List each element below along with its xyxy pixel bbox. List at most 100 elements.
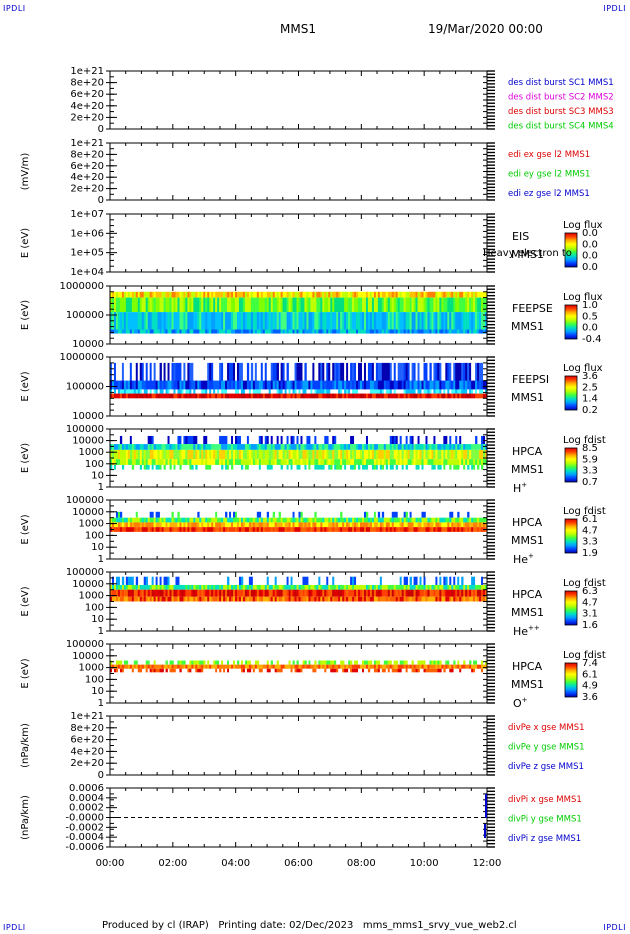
spectrogram-cell [219,435,222,445]
spectrogram-cell [133,596,137,602]
spectrogram-cell [336,660,339,665]
spectrogram-cell [288,297,291,313]
spectrogram-cell [121,664,125,669]
spectrogram-cell [344,380,347,390]
spectrogram-cell [123,596,127,602]
spectrogram-cell [268,660,272,665]
spectrogram-cell [441,435,444,445]
spectrogram-cell [153,329,156,334]
spectrogram-cell [223,522,226,528]
spectrogram-cell [110,596,113,602]
spectrogram-cell [427,389,430,394]
spectrogram-cell [219,584,222,590]
spectrogram-cell [282,291,285,298]
spectrogram-cell [445,362,448,384]
spectrogram-cell [244,464,248,470]
spectrogram-cell [282,596,285,602]
spectrogram-cell [236,660,240,665]
spectrogram-cell [322,459,325,465]
spectrogram-cell [377,389,381,394]
spectrogram-cell [258,393,262,399]
spectrogram-cell [385,517,389,523]
spectrogram-cell [411,596,414,602]
spectrogram-cell [391,312,395,330]
spectrogram-cell [320,444,323,450]
spectrogram-cell [417,329,420,334]
spectrogram-cell [475,393,478,399]
spectrogram-cell [141,380,145,390]
spectrogram-cell [260,312,264,330]
spectrogram-cell [316,444,319,450]
spectrogram-cell [435,527,438,532]
spectrogram-cell [324,449,327,460]
spectrogram-cell [191,380,194,390]
spectrogram-cell [137,527,141,532]
spectrogram-cell [320,459,323,465]
spectrogram-cell [197,449,200,460]
spectrogram-cell [201,589,204,597]
spectrogram-cell [213,517,216,523]
spectrogram-cell [375,444,379,450]
spectrogram-cell [165,589,168,597]
spectrogram-cell [479,584,482,590]
spectrogram-cell [272,329,275,334]
y-tick-label: 6e+20 [70,161,104,172]
spectrogram-cell [135,435,139,445]
spectrogram-cell [354,596,357,602]
spectrogram-cell [453,584,456,590]
spectrogram-cell [429,312,432,330]
spectrogram-cell [479,380,482,390]
spectrogram-cell [181,664,184,669]
spectrogram-cell [270,664,273,669]
spectrogram-cell [485,291,488,298]
spectrogram-cell [385,393,389,399]
spectrogram-cell [340,660,343,665]
spectrogram-cell [113,393,117,399]
spectrogram-cell [286,362,289,384]
spectrogram-cell [371,459,375,465]
spectrogram-cell [338,312,341,330]
spectrogram-cell [223,517,226,523]
spectrogram-cell [405,464,408,470]
spectrogram-cell [296,389,299,394]
spectrogram-cell [397,362,400,384]
spectrogram-cell [360,380,363,390]
spectrogram-cell [133,584,137,590]
spectrogram-cell [441,312,444,330]
spectrogram-cell [354,393,357,399]
spectrogram-cell [409,660,412,665]
spectrogram-cell [173,522,176,528]
spectrogram-cell [459,380,462,390]
spectrogram-cell [149,584,152,590]
spectrogram-cell [443,435,446,445]
spectrogram-cell [399,527,402,532]
spectrogram-cell [365,660,369,665]
spectrogram-cell [215,380,218,390]
spectrogram-cell [201,522,204,528]
spectrogram-cell [467,459,470,465]
spectrogram-cell [312,589,315,597]
spectrogram-cell [201,459,204,465]
spectrogram-cell [254,435,258,445]
spectrogram-cell [113,389,117,394]
spectrogram-cell [439,389,442,394]
spectrogram-cell [278,291,281,298]
spectrogram-cell [219,517,222,523]
spectrogram-cell [453,389,456,394]
spectrogram-cell [363,589,367,597]
y-axis-label: (mV/m) [20,153,31,191]
spectrogram-cell [465,584,468,590]
spectrogram-cell [161,517,164,523]
spectrogram-cell [306,312,309,330]
spectrogram-cell [447,459,450,465]
spectrogram-cell [344,459,347,465]
spectrogram-cell [185,589,188,597]
spectrogram-cell [481,444,484,450]
spectrogram-cell [229,464,232,470]
spectrogram-cell [423,511,426,518]
spectrogram-cell [215,329,218,334]
spectrogram-cell [435,291,438,298]
spectrogram-cell [473,380,476,390]
spectrogram-cell [381,329,385,334]
spectrogram-cell [151,291,154,298]
